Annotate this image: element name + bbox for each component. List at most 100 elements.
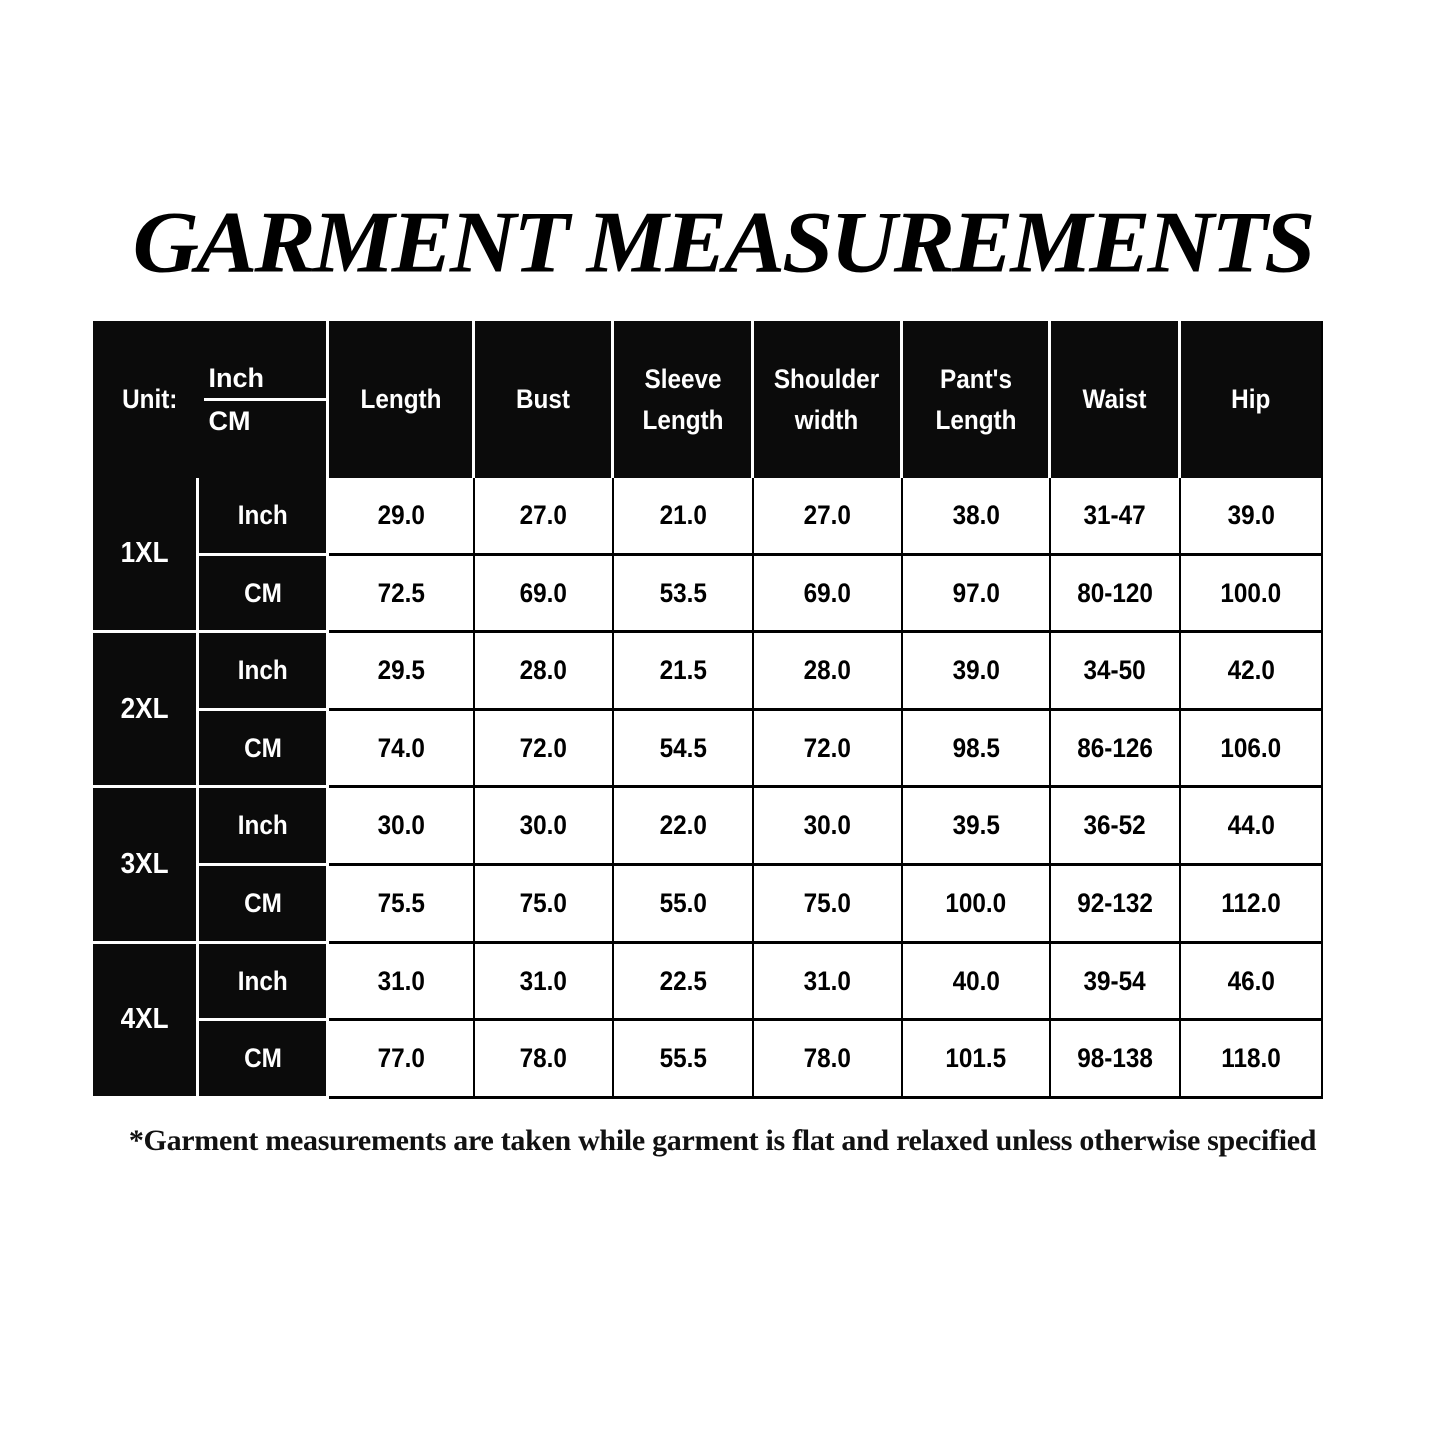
table-cell: 86-126 [1051,710,1181,789]
column-header: Waist [1051,321,1181,478]
table-cell-text: 86-126 [1077,732,1153,763]
table-cell-text: 55.0 [659,888,707,919]
unit-label-cell-text: CM [243,888,282,919]
unit-label-cell: CM [199,865,329,944]
table-cell-text: 54.5 [659,732,707,763]
table-cell-text: 30.0 [519,810,568,841]
table-cell: 74.0 [329,710,475,789]
size-label: 2XL [93,633,199,789]
table-cell-text: 34-50 [1083,655,1147,686]
table-cell-text: 75.5 [377,888,425,919]
table-cell: 39-54 [1051,943,1181,1022]
size-label-text: 1XL [120,537,169,570]
table-cell: 38.0 [903,478,1051,556]
table-cell: 106.0 [1181,710,1323,789]
table-cell-text: 31.0 [377,965,425,996]
table-cell: 112.0 [1181,865,1323,944]
table-cell: 30.0 [754,788,903,866]
table-cell-text: 78.0 [519,1043,568,1074]
column-header: Shoulder width [754,321,903,478]
table-cell: 98-138 [1051,1021,1181,1099]
table-cell: 72.0 [475,710,614,789]
table-cell-text: 98.5 [952,732,1000,763]
table-cell-text: 21.5 [659,655,707,686]
column-header: Sleeve Length [614,321,754,478]
table-cell: 39.0 [903,633,1051,711]
table-cell-text: 39.0 [952,655,1000,686]
unit-inch: Inch [204,358,333,401]
table-cell: 77.0 [329,1021,475,1099]
table-cell-text: 40.0 [952,965,1000,996]
unit-label-cell: Inch [199,633,329,711]
table-cell: 98.5 [903,710,1051,789]
table-cell: 31.0 [475,943,614,1022]
table-cell: 22.5 [614,943,754,1022]
table-cell-text: 30.0 [377,810,425,841]
table-cell: 46.0 [1181,943,1323,1022]
table-cell: 30.0 [475,788,614,866]
size-label: 1XL [93,478,199,634]
table-cell: 80-120 [1051,555,1181,634]
unit-label-cell-text: CM [243,732,282,763]
table-cell: 29.0 [329,478,475,556]
table-cell-text: 31.0 [519,965,568,996]
size-label: 3XL [93,788,199,944]
table-cell-text: 80-120 [1077,577,1153,608]
unit-label-cell: Inch [199,788,329,866]
table-cell: 39.0 [1181,478,1323,556]
table-cell-text: 100.0 [945,888,1007,919]
table-cell-text: 22.5 [659,965,707,996]
table-cell-text: 42.0 [1227,655,1275,686]
unit-label-cell: Inch [199,478,329,556]
table-cell: 54.5 [614,710,754,789]
table-cell-text: 28.0 [519,655,568,686]
unit-label-cell: CM [199,1021,329,1099]
table-cell: 29.5 [329,633,475,711]
table-cell-text: 72.0 [519,732,568,763]
size-label-text: 4XL [120,1002,169,1035]
table-cell-text: 39.0 [1227,500,1275,531]
table-cell: 30.0 [329,788,475,866]
table-cell-text: 29.5 [377,655,425,686]
footnote: *Garment measurements are taken while ga… [128,1124,1317,1157]
table-cell-text: 39.5 [952,810,1000,841]
table-cell-text: 55.5 [659,1043,707,1074]
table-cell: 75.0 [475,865,614,944]
column-header: Hip [1181,321,1323,478]
unit-header: Unit: Inch CM [93,321,333,478]
table-cell-text: 27.0 [803,500,852,531]
table-cell: 34-50 [1051,633,1181,711]
table-cell-text: 75.0 [519,888,568,919]
table-cell-text: 53.5 [659,577,707,608]
column-header-text: Bust [516,384,570,415]
unit-label-cell-text: Inch [237,965,288,996]
table-cell: 100.0 [903,865,1051,944]
table-cell-text: 100.0 [1220,577,1282,608]
size-label-text: 2XL [120,692,169,725]
table-cell: 31-47 [1051,478,1181,556]
size-chart-table: Unit: Inch CM Length Bust Sleeve Length Sho… [93,321,1323,1099]
unit-label-cell: CM [199,555,329,634]
table-cell-text: 30.0 [803,810,852,841]
table-cell-text: 29.0 [377,500,425,531]
unit-label-cell-text: Inch [237,500,288,531]
table-cell-text: 75.0 [803,888,852,919]
table-cell: 21.0 [614,478,754,556]
table-cell: 39.5 [903,788,1051,866]
table-cell-text: 69.0 [803,577,852,608]
table-cell-text: 112.0 [1221,888,1281,919]
table-cell-text: 97.0 [952,577,1000,608]
unit-label-cell-text: Inch [237,810,288,841]
table-cell: 75.0 [754,865,903,944]
table-cell-text: 31.0 [803,965,852,996]
table-cell: 72.0 [754,710,903,789]
table-cell-text: 39-54 [1083,965,1147,996]
table-cell-text: 46.0 [1227,965,1275,996]
table-cell: 118.0 [1181,1021,1323,1099]
table-cell: 27.0 [475,478,614,556]
table-cell-text: 72.5 [377,577,425,608]
table-cell-text: 36-52 [1083,810,1147,841]
size-label-text: 3XL [120,847,169,880]
table-cell-text: 27.0 [519,500,568,531]
table-cell: 100.0 [1181,555,1323,634]
